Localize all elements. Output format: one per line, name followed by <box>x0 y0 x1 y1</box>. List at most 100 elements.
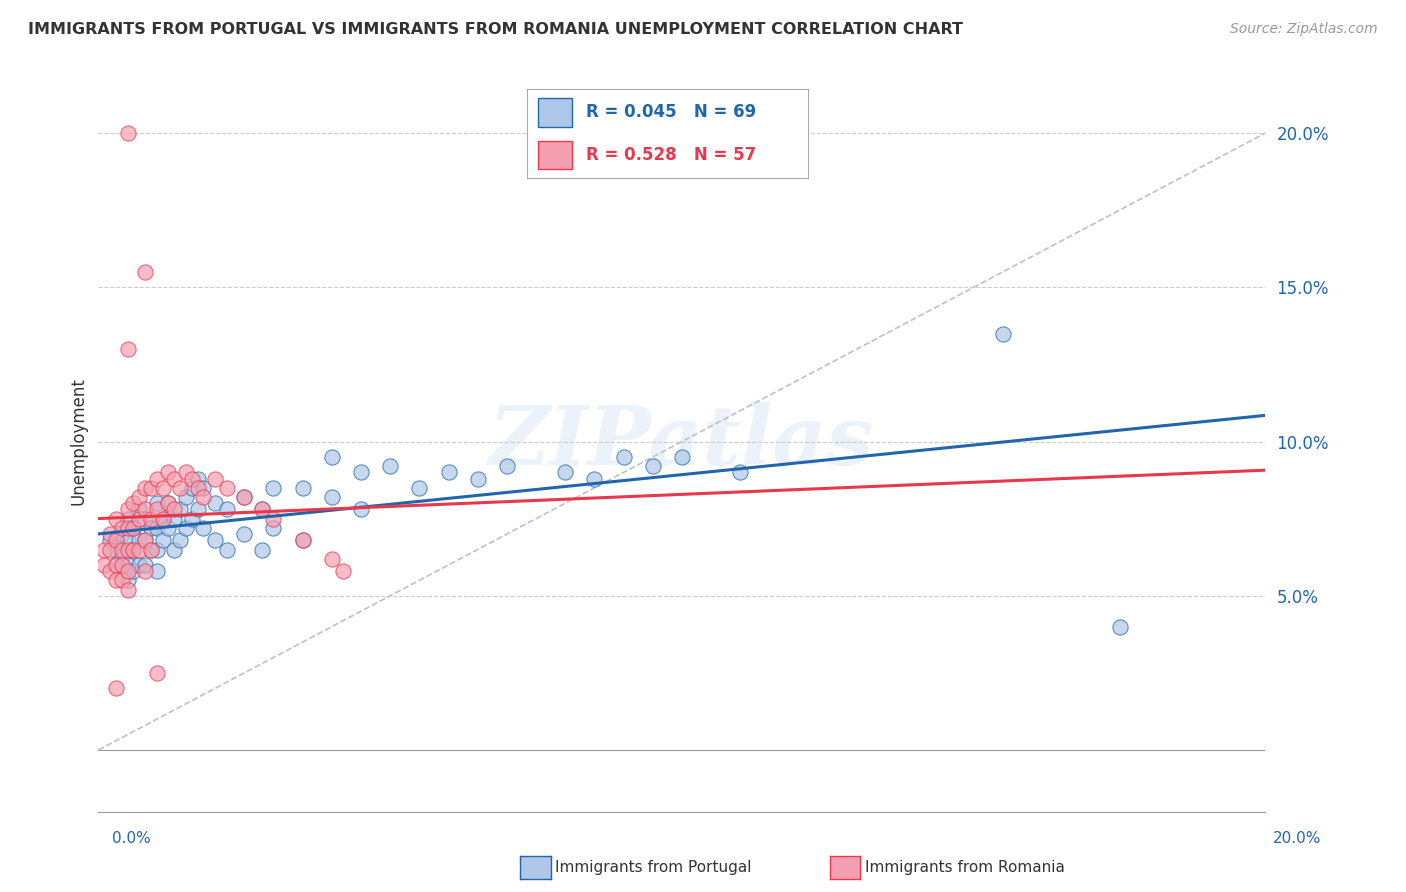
Point <box>104 558 127 572</box>
Point <box>291 533 314 548</box>
Point <box>98 564 121 578</box>
Text: 20.0%: 20.0% <box>1274 831 1322 846</box>
Point <box>111 521 134 535</box>
Point <box>117 521 139 535</box>
Point <box>104 533 127 548</box>
Point <box>1108 619 1130 633</box>
Point <box>554 466 576 480</box>
Point <box>122 542 145 557</box>
Point <box>117 564 139 578</box>
Point <box>163 542 186 557</box>
Point <box>104 542 127 557</box>
Bar <box>538 141 572 169</box>
Text: Source: ZipAtlas.com: Source: ZipAtlas.com <box>1230 22 1378 37</box>
Point <box>152 511 174 525</box>
Point <box>262 511 284 525</box>
Point <box>128 490 150 504</box>
Point <box>496 459 519 474</box>
Point <box>117 342 139 356</box>
Point <box>169 533 191 548</box>
Point <box>134 481 156 495</box>
Point <box>250 542 273 557</box>
Point <box>111 542 134 557</box>
Point <box>641 459 664 474</box>
Point <box>104 681 127 696</box>
Point <box>134 265 156 279</box>
Point <box>174 521 197 535</box>
Point <box>187 481 209 495</box>
Point <box>187 502 209 516</box>
Point <box>169 481 191 495</box>
Point <box>93 558 115 572</box>
Point <box>204 472 226 486</box>
Point <box>128 558 150 572</box>
Point <box>117 126 139 140</box>
Bar <box>538 98 572 127</box>
Point <box>321 490 343 504</box>
Point <box>104 558 127 572</box>
Point <box>117 558 139 572</box>
Point <box>321 551 343 566</box>
Point <box>250 502 273 516</box>
Point <box>139 542 162 557</box>
Point <box>117 502 139 516</box>
Text: Immigrants from Romania: Immigrants from Romania <box>865 860 1064 874</box>
Point <box>139 481 162 495</box>
Text: R = 0.045   N = 69: R = 0.045 N = 69 <box>586 103 756 121</box>
Point <box>117 574 139 588</box>
Point <box>128 502 150 516</box>
Text: ZIPatlas: ZIPatlas <box>489 401 875 482</box>
Point <box>437 466 460 480</box>
Point <box>233 490 256 504</box>
Point <box>250 502 273 516</box>
Point <box>146 521 169 535</box>
Point <box>122 496 145 510</box>
Point <box>193 481 215 495</box>
Text: Immigrants from Portugal: Immigrants from Portugal <box>555 860 752 874</box>
Point <box>204 496 226 510</box>
Point <box>262 481 284 495</box>
Point <box>321 450 343 464</box>
Point <box>163 472 186 486</box>
Point <box>98 527 121 541</box>
Point <box>134 502 156 516</box>
Point <box>583 472 606 486</box>
Point <box>174 490 197 504</box>
Point <box>380 459 402 474</box>
Point <box>122 542 145 557</box>
Point <box>193 521 215 535</box>
Point <box>163 511 186 525</box>
Point <box>122 521 145 535</box>
Point <box>157 521 180 535</box>
Point <box>117 533 139 548</box>
Point <box>180 481 202 495</box>
Point <box>104 511 127 525</box>
Point <box>146 564 169 578</box>
Point <box>204 533 226 548</box>
Point <box>146 496 169 510</box>
Point <box>174 466 197 480</box>
Point <box>163 502 186 516</box>
Point <box>98 542 121 557</box>
Point <box>157 496 180 510</box>
Point <box>180 511 202 525</box>
Point <box>134 564 156 578</box>
Point <box>128 542 150 557</box>
Point <box>146 472 169 486</box>
Point <box>215 502 238 516</box>
Point <box>730 466 752 480</box>
Point <box>122 564 145 578</box>
Point <box>291 481 314 495</box>
Point <box>134 533 156 548</box>
Point <box>139 521 162 535</box>
Point <box>117 542 139 557</box>
Point <box>671 450 693 464</box>
Point <box>152 511 174 525</box>
Point <box>187 472 209 486</box>
Point <box>122 521 145 535</box>
Point <box>139 511 162 525</box>
Point <box>152 533 174 548</box>
Point <box>193 490 215 504</box>
Point <box>111 558 134 572</box>
Point <box>215 542 238 557</box>
